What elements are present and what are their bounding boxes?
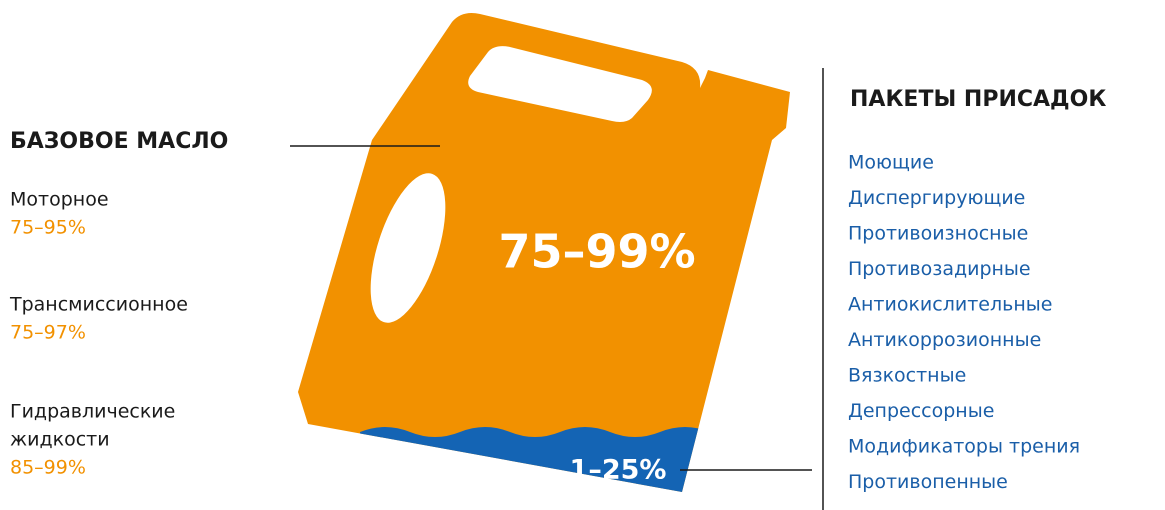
- oil-type: Гидравлические: [10, 401, 175, 423]
- base-list: Моторное 75–95% Трансмиссионное 75–97% Гидра…: [9, 189, 188, 479]
- canister-body: [298, 13, 790, 492]
- handle-hole: [468, 46, 652, 122]
- additives-list: Моющие Диспергирующие Противоизносные Проти…: [848, 152, 1080, 510]
- additive-item: Противозадирные: [848, 258, 1031, 280]
- oil-range: 85–99%: [10, 457, 86, 479]
- additive-share: 1–25%: [570, 455, 667, 486]
- oil-type: Моторное: [10, 189, 109, 211]
- oil-type: Трансмиссионное: [9, 294, 188, 316]
- grip-hole: [370, 173, 446, 323]
- additive-item: Деэмульгирующие: [848, 507, 1037, 510]
- additive-item: Моющие: [848, 152, 934, 174]
- canister: 75–99% 1–25%: [298, 13, 790, 492]
- additive-item: Противопенные: [848, 471, 1008, 493]
- oil-type: жидкости: [10, 429, 110, 451]
- additives-title: ПАКЕТЫ ПРИСАДОК: [850, 87, 1106, 112]
- additive-item: Диспергирующие: [848, 187, 1025, 209]
- additive-item: Противоизносные: [848, 223, 1028, 245]
- additive-item: Антиокислительные: [848, 294, 1052, 316]
- additive-item: Вязкостные: [848, 365, 966, 387]
- base-share: 75–99%: [498, 225, 695, 279]
- oil-range: 75–97%: [10, 322, 86, 344]
- oil-range: 75–95%: [10, 217, 86, 239]
- additive-item: Антикоррозионные: [848, 329, 1041, 351]
- base-title: БАЗОВОЕ МАСЛО: [10, 129, 228, 154]
- additive-item: Депрессорные: [848, 400, 994, 422]
- additive-item: Модификаторы трения: [848, 436, 1080, 458]
